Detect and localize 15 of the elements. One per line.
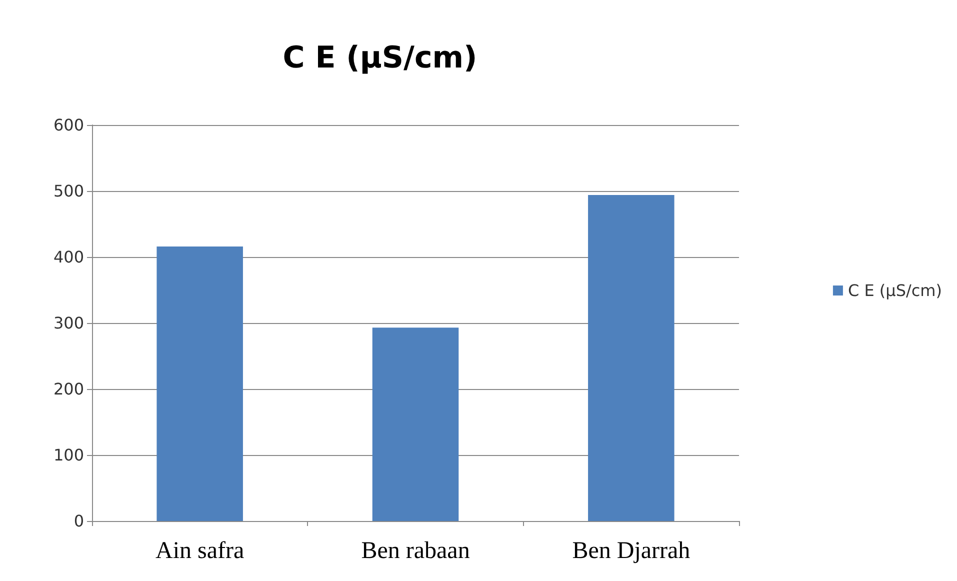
y-tick-label: 400 bbox=[53, 248, 84, 266]
x-tick-label: Ben rabaan bbox=[361, 538, 470, 564]
y-tick-label: 500 bbox=[53, 182, 84, 200]
legend-label: C E (µS/cm) bbox=[848, 281, 942, 300]
y-tick-label: 600 bbox=[53, 116, 84, 134]
y-tick-label: 0 bbox=[74, 512, 84, 530]
x-tick-label: Ain safra bbox=[156, 538, 244, 564]
y-tick-label: 100 bbox=[53, 446, 84, 464]
bar bbox=[588, 194, 674, 521]
x-tick-label: Ben Djarrah bbox=[572, 538, 690, 564]
chart-title: C E (µS/cm) bbox=[282, 40, 478, 76]
y-tick-label: 200 bbox=[53, 380, 84, 398]
y-tick-label: 300 bbox=[53, 314, 84, 332]
bar bbox=[156, 246, 243, 521]
bar bbox=[372, 328, 459, 521]
